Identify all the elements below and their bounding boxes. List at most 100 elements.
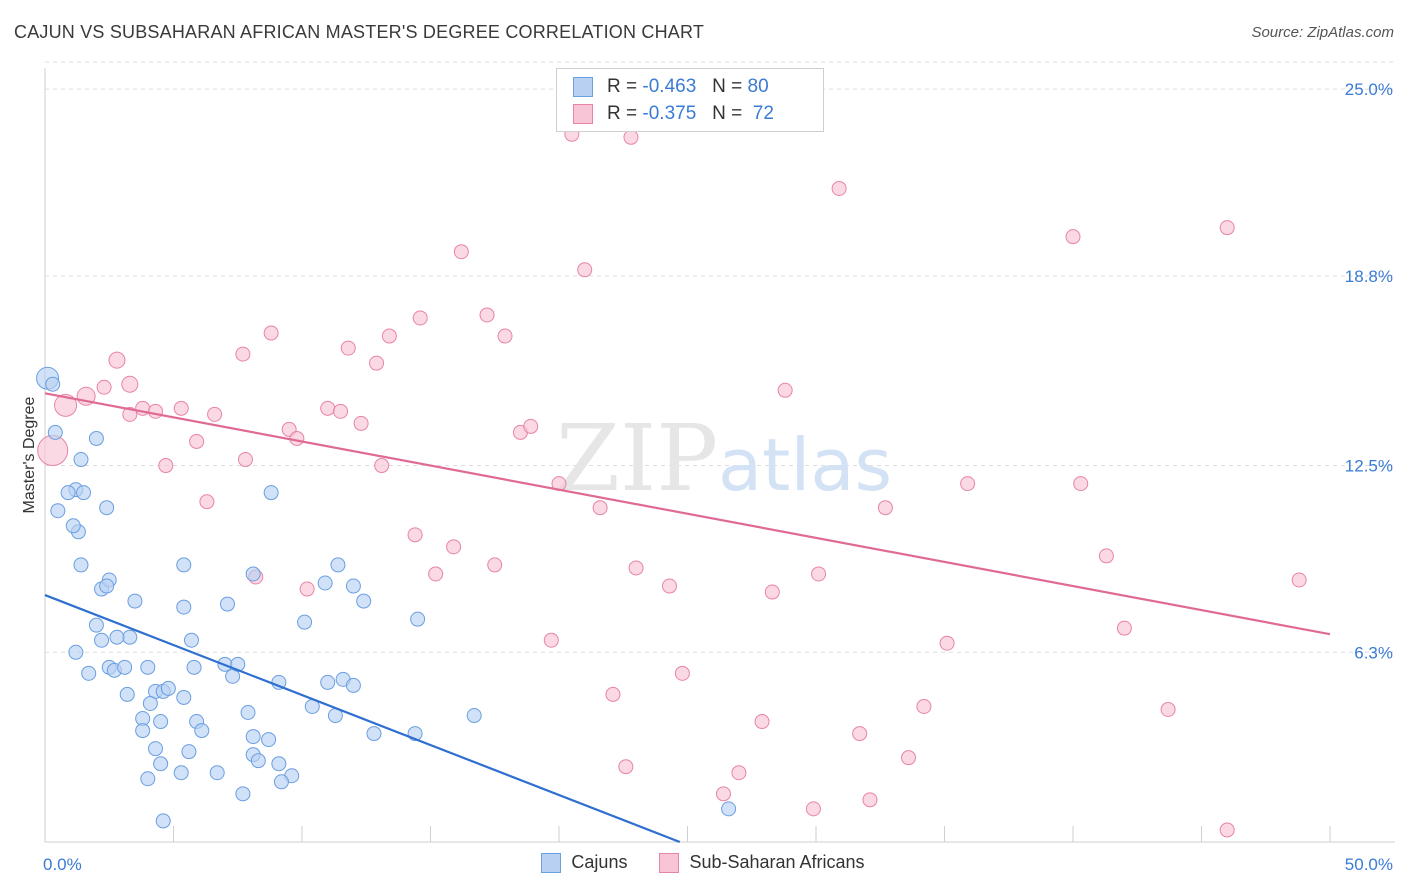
cajun-point	[330, 557, 346, 573]
cajun-point	[235, 786, 251, 802]
subsaharan-point	[54, 393, 78, 417]
cajun-point	[181, 744, 197, 760]
cajun-point	[209, 765, 225, 781]
n-label: N =	[712, 103, 743, 124]
subsaharan-point	[1160, 701, 1176, 717]
cajun-point	[153, 714, 169, 730]
legend-swatch-subsaharan	[659, 852, 680, 873]
subsaharan-point	[453, 244, 469, 260]
subsaharan-point	[523, 418, 539, 434]
subsaharan-point	[805, 801, 821, 817]
subsaharan-point	[1073, 476, 1089, 492]
subsaharan-point	[353, 415, 369, 431]
subsaharan-point	[1219, 822, 1235, 838]
subsaharan-point	[237, 452, 253, 468]
subsaharan-point	[428, 566, 444, 582]
cajun-point	[122, 629, 138, 645]
cajun-point	[81, 665, 97, 681]
subsaharan-point	[960, 476, 976, 492]
watermark-atlas: atlas	[718, 423, 892, 507]
cajun-point	[135, 723, 151, 739]
cajun-point	[88, 617, 104, 633]
y-tick-label: 18.8%	[1345, 267, 1393, 286]
y-tick-label: 12.5%	[1345, 457, 1393, 476]
cajun-point	[176, 599, 192, 615]
cajun-point	[245, 729, 261, 745]
cajun-point	[109, 629, 125, 645]
subsaharan-point	[662, 578, 678, 594]
cajun-point	[160, 680, 176, 696]
cajun-trend-line	[44, 594, 681, 844]
cajun-point	[50, 503, 66, 519]
subsaharan-point	[1065, 229, 1081, 245]
legend-item-subsaharan[interactable]: Sub-Saharan Africans	[659, 852, 865, 873]
subsaharan-point	[121, 375, 139, 393]
subsaharan-point	[674, 665, 690, 681]
legend-label: Cajuns	[571, 852, 628, 872]
cajun-point	[320, 674, 336, 690]
subsaharan-point	[715, 786, 731, 802]
subsaharan-point	[939, 635, 955, 651]
subsaharan-point	[605, 686, 621, 702]
cajun-point	[76, 485, 92, 501]
cajun-point	[73, 557, 89, 573]
subsaharan-point	[289, 430, 305, 446]
subsaharan-point	[764, 584, 780, 600]
r-label: R =	[607, 76, 638, 97]
cajun-point	[176, 689, 192, 705]
cajun-point	[345, 677, 361, 693]
subsaharan-point	[407, 527, 423, 543]
cajun-point	[148, 741, 164, 757]
subsaharan-point	[1116, 620, 1132, 636]
subsaharan-point	[877, 500, 893, 516]
subsaharan-point	[811, 566, 827, 582]
subsaharan-point	[831, 180, 847, 196]
subsaharan-point	[916, 698, 932, 714]
trend-lines	[44, 392, 1331, 844]
cajun-point	[721, 801, 737, 817]
r-label: R =	[607, 103, 638, 124]
cajun-point	[410, 611, 426, 627]
y-axis-title: Master's Degree	[21, 396, 38, 513]
subsaharan-point	[623, 129, 639, 145]
subsaharan-point	[381, 328, 397, 344]
subsaharan-point	[1291, 572, 1307, 588]
cajun-point	[271, 756, 287, 772]
series-subsaharan-points	[37, 126, 1307, 838]
cajun-point	[240, 705, 256, 721]
y-tick-label: 6.3%	[1354, 643, 1393, 662]
legend-item-cajuns[interactable]: Cajuns	[541, 852, 627, 873]
cajun-point	[60, 485, 76, 501]
subsaharan-point	[299, 581, 315, 597]
n-value: 80	[747, 76, 769, 97]
subsaharan-point	[96, 379, 112, 395]
subsaharan-point	[731, 765, 747, 781]
cajun-point	[117, 659, 133, 675]
watermark-zip: ZIP	[556, 405, 718, 512]
cajun-point	[250, 753, 266, 769]
cajun-point	[155, 813, 171, 829]
cajun-point	[176, 557, 192, 573]
subsaharan-point	[479, 307, 495, 323]
cajun-point	[73, 452, 89, 468]
subsaharan-point	[148, 403, 164, 419]
subsaharan-point	[374, 458, 390, 474]
subsaharan-point	[497, 328, 513, 344]
cajun-point	[261, 732, 277, 748]
cajun-point	[142, 695, 158, 711]
cajun-point	[140, 771, 156, 787]
cajun-point	[127, 593, 143, 609]
cajun-point	[68, 644, 84, 660]
cajun-point	[219, 596, 235, 612]
subsaharan-point	[777, 382, 793, 398]
legend: Cajuns Sub-Saharan Africans	[0, 852, 1406, 873]
cajun-point	[88, 430, 104, 446]
legend-swatch-cajuns	[541, 852, 562, 873]
y-tick-label: 25.0%	[1345, 80, 1393, 99]
stats-swatch-cajuns	[573, 77, 593, 97]
subsaharan-point	[577, 262, 593, 278]
subsaharan-point	[37, 434, 69, 466]
cajun-point	[183, 632, 199, 648]
cajun-point	[273, 774, 289, 790]
watermark: ZIP atlas	[556, 405, 892, 512]
